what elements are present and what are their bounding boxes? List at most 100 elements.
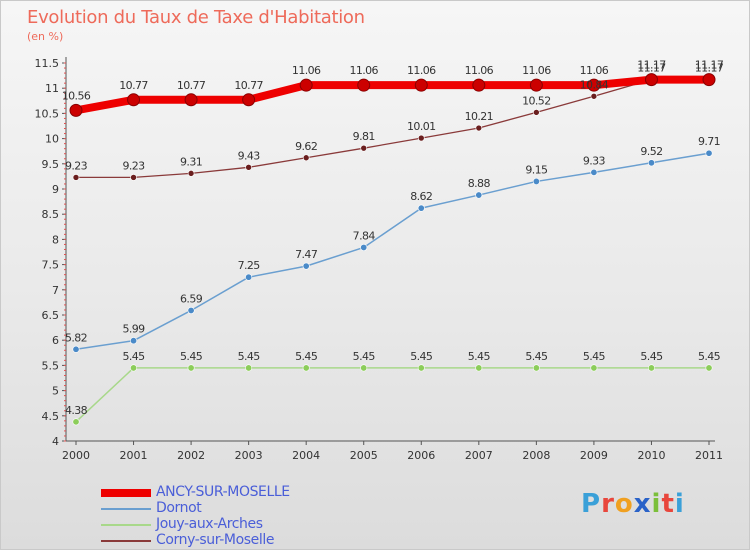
series-point-1	[360, 243, 368, 251]
data-label: 11.17	[695, 62, 724, 75]
series-point-3	[72, 174, 80, 181]
series-point-0	[184, 93, 198, 107]
data-label: 5.45	[525, 350, 548, 363]
series-point-3	[130, 174, 137, 181]
data-label: 10.52	[522, 94, 551, 107]
series-point-1	[72, 345, 80, 353]
series-point-2	[532, 364, 540, 372]
data-label: 7.84	[353, 229, 376, 242]
data-label: 5.45	[640, 350, 663, 363]
data-label: 5.45	[410, 350, 433, 363]
series-point-0	[587, 78, 601, 92]
series-point-2	[187, 364, 195, 372]
series-point-0	[242, 93, 256, 107]
y-tick-label: 7.5	[42, 259, 60, 272]
series-point-0	[414, 78, 428, 92]
data-label: 5.45	[180, 350, 203, 363]
x-tick-label: 2008	[522, 449, 550, 462]
data-label: 5.45	[238, 350, 261, 363]
brand-logo: Proxiti	[581, 489, 685, 519]
data-label: 9.23	[122, 159, 145, 172]
x-tick-label: 2000	[62, 449, 90, 462]
data-label: 9.62	[295, 140, 317, 153]
series-point-2	[475, 364, 483, 372]
data-label: 10.56	[62, 89, 91, 102]
data-label: 10.77	[177, 79, 206, 92]
y-tick-label: 10	[45, 133, 59, 146]
brand-letter: t	[661, 489, 675, 519]
series-point-2	[417, 364, 425, 372]
data-label: 5.45	[353, 350, 376, 363]
brand-letter: o	[614, 489, 634, 519]
data-label: 11.06	[465, 64, 494, 77]
brand-letter: r	[601, 489, 615, 519]
y-tick-label: 11	[45, 82, 59, 95]
data-label: 5.45	[295, 350, 318, 363]
series-point-2	[245, 364, 253, 372]
legend-label: Dornot	[156, 500, 202, 516]
data-label: 9.81	[353, 130, 375, 143]
data-label: 5.82	[65, 331, 87, 344]
series-point-0	[702, 73, 716, 87]
series-point-3	[187, 170, 195, 177]
x-tick-label: 2009	[580, 449, 608, 462]
data-label: 11.06	[522, 64, 551, 77]
series-point-3	[590, 92, 598, 100]
data-label: 9.31	[180, 155, 202, 168]
x-tick-label: 2002	[177, 449, 205, 462]
x-tick-label: 2011	[695, 449, 723, 462]
series-point-1	[245, 273, 253, 281]
series-line-3	[75, 78, 710, 179]
data-label: 11.06	[580, 64, 609, 77]
data-label: 10.77	[234, 79, 263, 92]
data-label: 5.45	[583, 350, 606, 363]
legend-swatch	[101, 524, 151, 526]
x-tick-label: 2001	[120, 449, 148, 462]
series-point-1	[130, 337, 138, 345]
y-tick-label: 11.5	[35, 57, 60, 70]
data-label: 8.88	[468, 177, 491, 190]
data-label: 7.25	[238, 259, 261, 272]
data-label: 6.59	[180, 292, 203, 305]
series-point-2	[590, 364, 598, 372]
legend-label: ANCY-SUR-MOSELLE	[156, 484, 290, 500]
series-point-2	[705, 364, 713, 372]
x-tick-label: 2010	[637, 449, 665, 462]
series-point-3	[417, 134, 425, 142]
legend-swatch	[101, 540, 151, 542]
data-label: 11.17	[695, 59, 724, 72]
series-point-0	[69, 103, 83, 117]
data-label: 5.99	[122, 323, 145, 336]
data-label: 4.38	[65, 404, 88, 417]
series-point-3	[533, 109, 540, 116]
series-point-0	[644, 73, 658, 87]
series-point-1	[302, 262, 310, 270]
series-point-0	[529, 78, 543, 92]
data-label: 10.21	[465, 110, 494, 123]
data-label: 9.23	[65, 159, 88, 172]
y-tick-label: 7	[52, 284, 59, 297]
data-label: 7.47	[295, 248, 318, 261]
series-point-2	[647, 364, 655, 372]
series-point-3	[302, 154, 310, 162]
data-label: 11.17	[637, 59, 666, 72]
chart-subtitle: (en %)	[27, 30, 64, 43]
chart-title: Evolution du Taux de Taxe d'Habitation	[27, 7, 365, 28]
y-tick-label: 9.5	[42, 158, 60, 171]
y-tick-label: 8.5	[42, 208, 60, 221]
series-point-1	[532, 177, 540, 185]
series-point-0	[127, 93, 141, 107]
data-label: 8.62	[410, 190, 432, 203]
data-label: 11.17	[637, 62, 666, 75]
data-label: 11.06	[292, 64, 321, 77]
series-point-2	[360, 364, 368, 372]
data-label: 10.77	[119, 79, 148, 92]
series-point-1	[417, 204, 425, 212]
x-tick-label: 2005	[350, 449, 378, 462]
y-tick-label: 9	[52, 183, 59, 196]
series-point-1	[590, 168, 598, 176]
data-label: 11.06	[349, 64, 378, 77]
series-point-1	[647, 159, 655, 167]
series-point-2	[130, 364, 138, 372]
